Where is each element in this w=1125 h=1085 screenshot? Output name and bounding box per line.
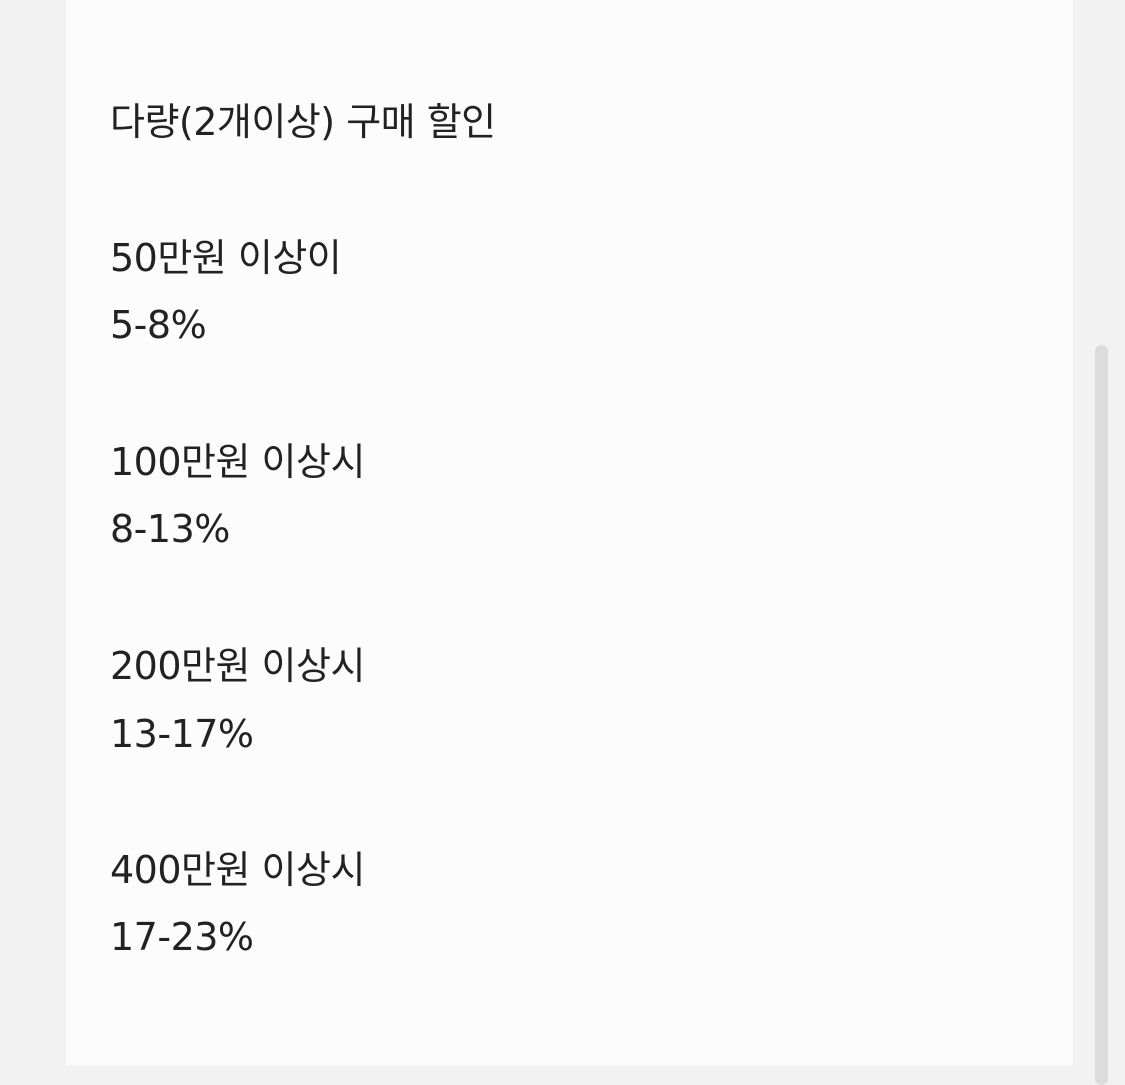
- tier-discount: 8-13%: [110, 507, 230, 551]
- tier-discount: 17-23%: [110, 915, 254, 959]
- discount-title: 다량(2개이상) 구매 할인: [110, 100, 496, 144]
- tier-discount: 13-17%: [110, 712, 254, 756]
- tier-threshold: 100만원 이상시: [110, 440, 365, 484]
- vertical-scrollbar[interactable]: [1095, 345, 1108, 1085]
- tier-threshold: 50만원 이상이: [110, 236, 342, 280]
- tier-discount: 5-8%: [110, 303, 207, 347]
- tier-threshold: 200만원 이상시: [110, 644, 365, 688]
- content-panel: [66, 0, 1073, 1065]
- tier-threshold: 400만원 이상시: [110, 848, 365, 892]
